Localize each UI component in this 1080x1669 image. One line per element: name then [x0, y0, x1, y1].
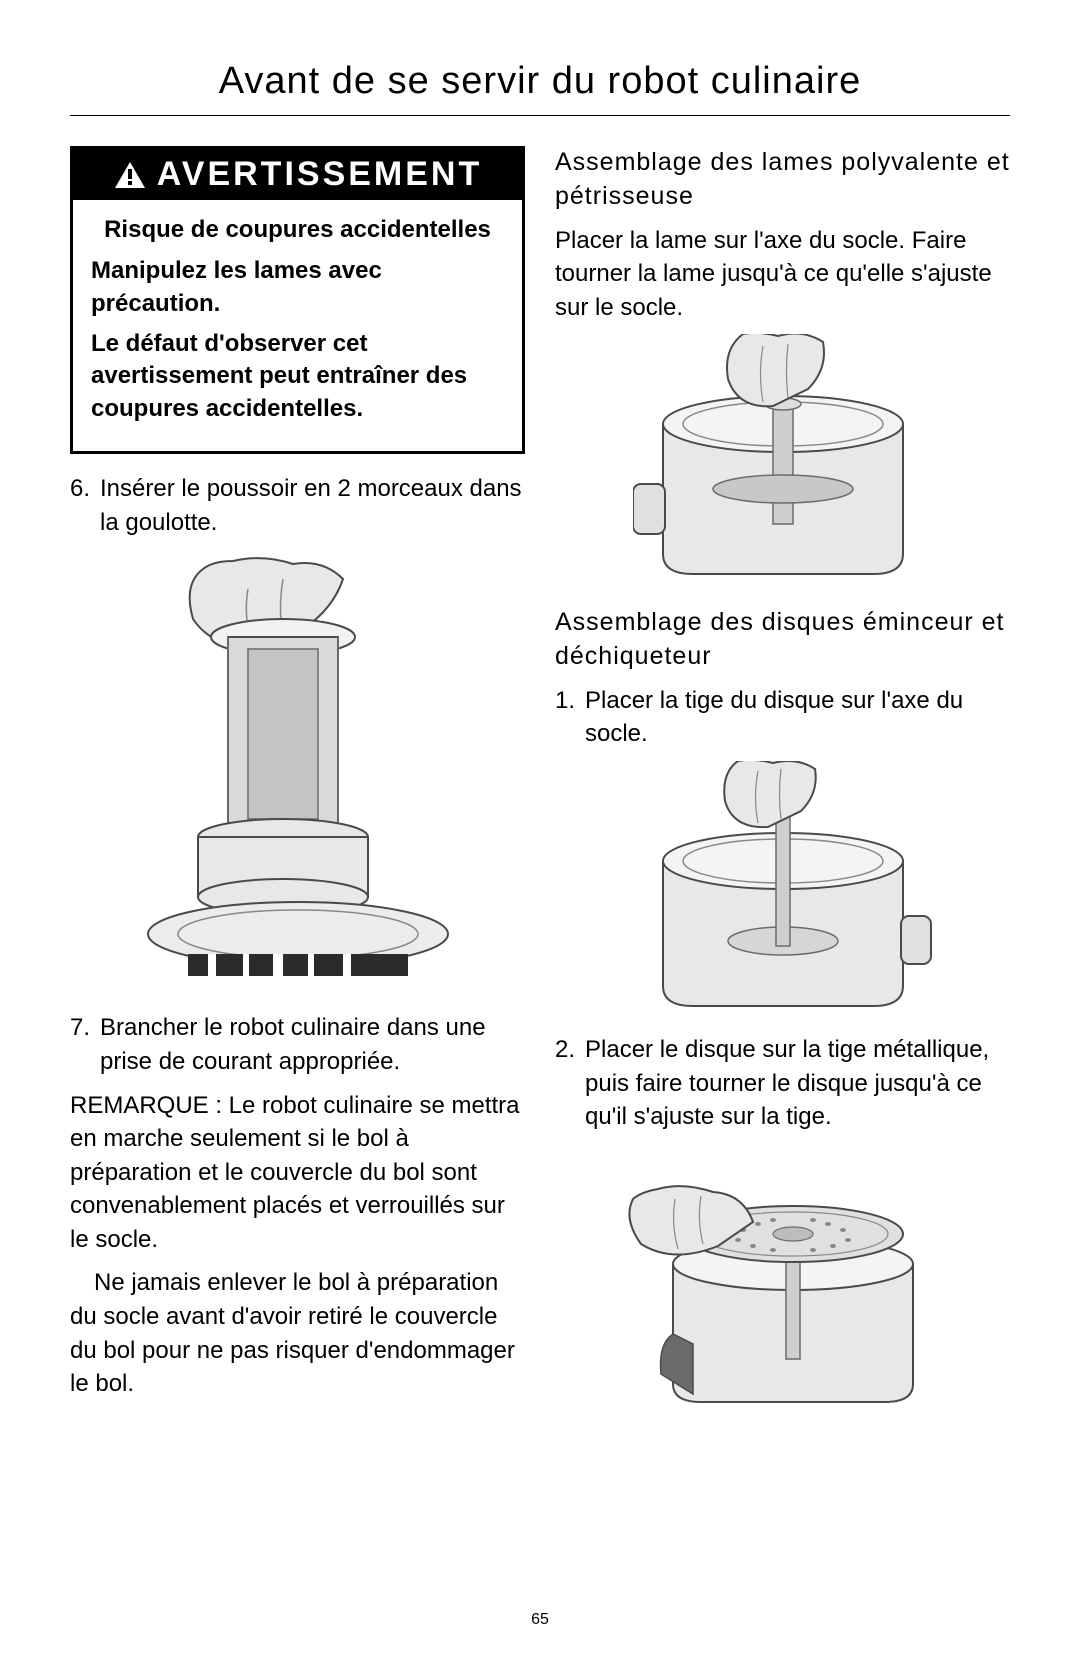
step-text: Insérer le poussoir en 2 morceaux dans l… — [100, 472, 525, 539]
step-number: 2. — [555, 1033, 585, 1134]
step-text: Brancher le robot culinaire dans une pri… — [100, 1011, 525, 1078]
content-columns: AVERTISSEMENT Risque de coupures acciden… — [70, 146, 1010, 1426]
section-a-text: Placer la lame sur l'axe du socle. Faire… — [555, 224, 1010, 325]
right-column: Assemblage des lames polyvalente et pétr… — [555, 146, 1010, 1426]
left-column: AVERTISSEMENT Risque de coupures acciden… — [70, 146, 525, 1426]
remark-2: Ne jamais enlever le bol à préparation d… — [70, 1266, 525, 1400]
section-a-heading: Assemblage des lames polyvalente et pétr… — [555, 146, 1010, 214]
step-text: Placer la tige du disque sur l'axe du so… — [585, 684, 1010, 751]
figure-disc-stem — [555, 761, 1010, 1011]
warning-risk: Risque de coupures accidentelles — [91, 214, 504, 245]
remark-1: REMARQUE : Le robot culinaire se mettra … — [70, 1089, 525, 1257]
step-number: 7. — [70, 1011, 100, 1078]
step-b2: 2. Placer le disque sur la tige métalliq… — [555, 1033, 1010, 1134]
figure-disc-on-stem — [555, 1144, 1010, 1404]
step-number: 1. — [555, 684, 585, 751]
warning-triangle-icon — [113, 160, 147, 190]
warning-line-2: Le défaut d'observer cet avertissement p… — [91, 328, 504, 425]
warning-header: AVERTISSEMENT — [73, 149, 522, 200]
step-b1: 1. Placer la tige du disque sur l'axe du… — [555, 684, 1010, 751]
figure-blade-assembly — [555, 334, 1010, 584]
warning-line-1: Manipulez les lames avec précaution. — [91, 255, 504, 320]
page-number: 65 — [0, 1611, 1080, 1629]
warning-body: Risque de coupures accidentelles Manipul… — [73, 200, 522, 451]
warning-box: AVERTISSEMENT Risque de coupures acciden… — [70, 146, 525, 454]
step-6: 6. Insérer le poussoir en 2 morceaux dan… — [70, 472, 525, 539]
figure-pusher — [70, 549, 525, 989]
warning-title: AVERTISSEMENT — [157, 155, 483, 194]
section-b-heading: Assemblage des disques éminceur et déchi… — [555, 606, 1010, 674]
page-title: Avant de se servir du robot culinaire — [70, 60, 1010, 116]
step-7: 7. Brancher le robot culinaire dans une … — [70, 1011, 525, 1078]
step-number: 6. — [70, 472, 100, 539]
step-text: Placer le disque sur la tige métallique,… — [585, 1033, 1010, 1134]
